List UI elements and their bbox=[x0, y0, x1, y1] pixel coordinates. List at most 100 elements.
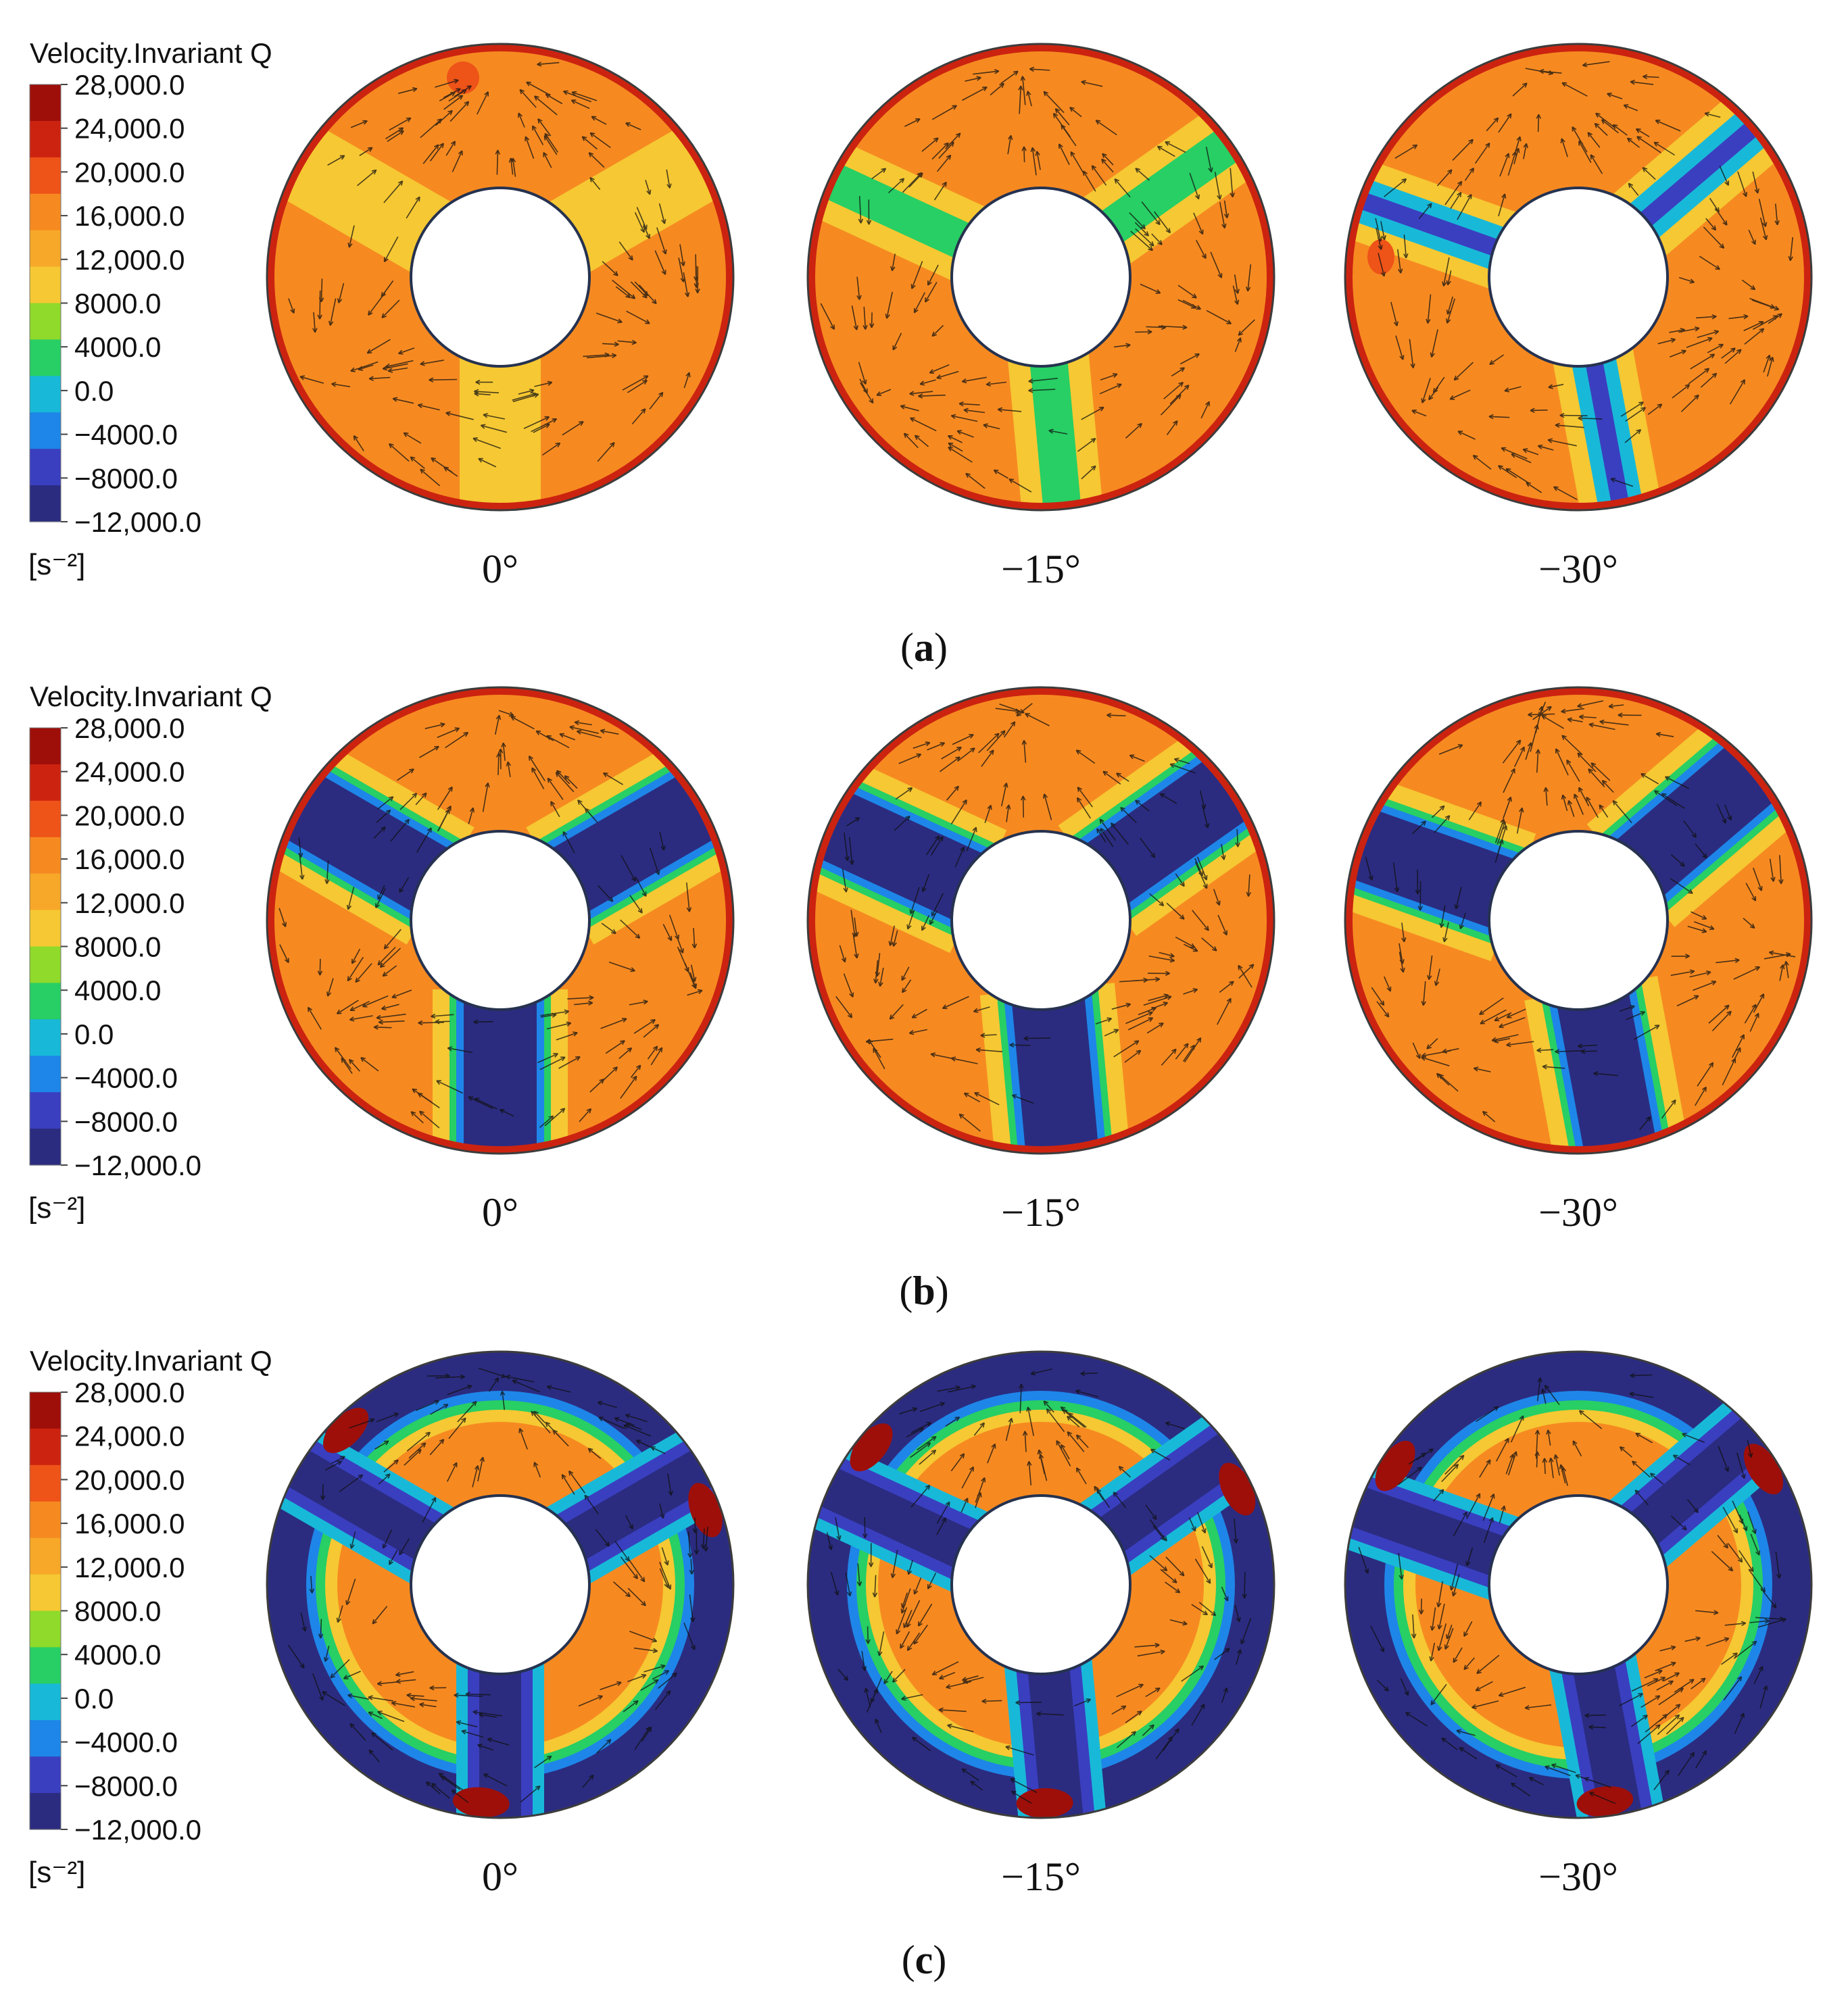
colorbar-tick-label: 4000.0 bbox=[74, 975, 161, 1006]
contour-disk-a-1 bbox=[806, 43, 1275, 512]
colorbar-segment bbox=[30, 764, 61, 802]
panel-caption-c: (c) bbox=[902, 1938, 947, 1982]
colorbar-segment bbox=[30, 873, 61, 911]
angle-label-b-0: 0° bbox=[482, 1190, 518, 1235]
colorbar-tick-label: 24,000.0 bbox=[74, 113, 185, 145]
colorbar-segment bbox=[30, 376, 61, 413]
colorbar-segment bbox=[30, 983, 61, 1020]
colorbar-segment bbox=[30, 1464, 61, 1502]
colorbar-unit: [s⁻²] bbox=[28, 1191, 85, 1225]
contour-disk-c-1 bbox=[806, 1350, 1275, 1819]
colorbar-tick-label: 16,000.0 bbox=[74, 200, 185, 232]
colorbar-tick-label: 28,000.0 bbox=[74, 1377, 185, 1408]
colorbar-segment bbox=[30, 157, 61, 195]
velocity-vector-arrows bbox=[278, 710, 703, 1129]
angle-label-c-1: −15° bbox=[1001, 1854, 1081, 1899]
colorbar-segment bbox=[30, 1056, 61, 1093]
colorbar-segment bbox=[30, 837, 61, 874]
colorbar-tick-label: 0.0 bbox=[74, 1018, 114, 1050]
legend-title: Velocity.Invariant Q bbox=[30, 681, 272, 712]
colorbar-segment bbox=[30, 910, 61, 947]
angle-label-c-2: −30° bbox=[1538, 1854, 1618, 1899]
colorbar-tick-label: −4000.0 bbox=[74, 1062, 178, 1094]
velocity-vector-arrows bbox=[1365, 700, 1796, 1131]
colorbar-tick-label: 4000.0 bbox=[74, 1639, 161, 1671]
colorbar-segment bbox=[30, 1647, 61, 1684]
legend-title: Velocity.Invariant Q bbox=[30, 1345, 272, 1377]
velocity-vector-arrows bbox=[287, 1367, 709, 1803]
contour-disk-b-0 bbox=[266, 686, 735, 1155]
angle-label-b-2: −30° bbox=[1538, 1190, 1618, 1235]
contour-disk-b-2 bbox=[1344, 686, 1813, 1155]
colorbar-tick-label: 20,000.0 bbox=[74, 1464, 185, 1496]
colorbar-legend-b: Velocity.Invariant Q28,000.0 24,000.0 20,0… bbox=[28, 681, 272, 1225]
colorbar-segment bbox=[30, 728, 61, 765]
velocity-vector-arrows bbox=[820, 66, 1255, 493]
colorbar-tick-label: −8000.0 bbox=[74, 462, 178, 494]
velocity-vector-arrows bbox=[835, 703, 1255, 1132]
colorbar-tick-label: 20,000.0 bbox=[74, 156, 185, 188]
colorbar-tick-label: 12,000.0 bbox=[74, 887, 185, 919]
colorbar-tick-label: 24,000.0 bbox=[74, 756, 185, 788]
legend-title: Velocity.Invariant Q bbox=[30, 37, 272, 69]
contour-disk-c-2 bbox=[1344, 1350, 1813, 1819]
colorbar-segment bbox=[30, 303, 61, 341]
panel-caption-b: (b) bbox=[899, 1268, 948, 1313]
colorbar-tick-label: −8000.0 bbox=[74, 1770, 178, 1802]
colorbar-segment bbox=[30, 84, 61, 122]
colorbar-tick-label: 24,000.0 bbox=[74, 1421, 185, 1452]
colorbar-segment bbox=[30, 339, 61, 376]
contour-disk-a-0 bbox=[266, 43, 735, 512]
colorbar-segment bbox=[30, 485, 61, 522]
colorbar-tick-label: 8000.0 bbox=[74, 288, 161, 320]
angle-label-c-0: 0° bbox=[482, 1854, 518, 1899]
colorbar-tick-label: −12,000.0 bbox=[74, 1150, 201, 1181]
colorbar-tick-label: 28,000.0 bbox=[74, 712, 185, 744]
colorbar-segment bbox=[30, 1793, 61, 1830]
velocity-vector-arrows bbox=[288, 61, 700, 487]
colorbar-tick-label: 8000.0 bbox=[74, 931, 161, 963]
colorbar-tick-label: −12,000.0 bbox=[74, 506, 201, 538]
colorbar-legend-a: Velocity.Invariant Q28,000.0 24,000.0 20,0… bbox=[28, 37, 272, 581]
colorbar-unit: [s⁻²] bbox=[28, 548, 85, 581]
panel-caption-a: (a) bbox=[900, 625, 948, 670]
colorbar-segment bbox=[30, 800, 61, 838]
contour-disk-a-2 bbox=[1344, 43, 1813, 512]
colorbar-tick-label: −4000.0 bbox=[74, 1727, 178, 1758]
colorbar-tick-label: −4000.0 bbox=[74, 419, 178, 451]
colorbar-tick-label: 4000.0 bbox=[74, 331, 161, 363]
colorbar-legend-c: Velocity.Invariant Q28,000.0 24,000.0 20,0… bbox=[28, 1345, 272, 1889]
colorbar-segment bbox=[30, 1019, 61, 1056]
colorbar-tick-label: 28,000.0 bbox=[74, 69, 185, 101]
colorbar-segment bbox=[30, 1428, 61, 1466]
colorbar-segment bbox=[30, 230, 61, 268]
colorbar-segment bbox=[30, 946, 61, 984]
velocity-vector-arrows bbox=[1358, 1373, 1787, 1804]
colorbar-tick-label: 12,000.0 bbox=[74, 244, 185, 276]
colorbar-tick-label: 16,000.0 bbox=[74, 1508, 185, 1539]
angle-label-b-1: −15° bbox=[1001, 1190, 1081, 1235]
colorbar-segment bbox=[30, 1129, 61, 1166]
colorbar-tick-label: 12,000.0 bbox=[74, 1552, 185, 1583]
colorbar-tick-label: 0.0 bbox=[74, 375, 114, 407]
colorbar-tick-label: −12,000.0 bbox=[74, 1814, 201, 1846]
colorbar-segment bbox=[30, 412, 61, 449]
contour-disk-c-0 bbox=[266, 1350, 735, 1819]
colorbar-segment bbox=[30, 1392, 61, 1429]
colorbar-tick-label: 8000.0 bbox=[74, 1596, 161, 1627]
colorbar-segment bbox=[30, 1537, 61, 1575]
angle-label-a-1: −15° bbox=[1001, 547, 1081, 591]
angle-label-a-0: 0° bbox=[482, 547, 518, 591]
angle-label-a-2: −30° bbox=[1538, 547, 1618, 591]
colorbar-segment bbox=[30, 1092, 61, 1129]
velocity-vector-arrows bbox=[826, 1368, 1252, 1804]
colorbar-segment bbox=[30, 266, 61, 304]
colorbar-segment bbox=[30, 1501, 61, 1539]
colorbar-tick-label: 20,000.0 bbox=[74, 799, 185, 831]
colorbar-tick-label: 0.0 bbox=[74, 1683, 114, 1715]
colorbar-segment bbox=[30, 449, 61, 486]
colorbar-segment bbox=[30, 1720, 61, 1757]
colorbar-unit: [s⁻²] bbox=[28, 1856, 85, 1889]
contour-disk-b-1 bbox=[806, 686, 1275, 1155]
